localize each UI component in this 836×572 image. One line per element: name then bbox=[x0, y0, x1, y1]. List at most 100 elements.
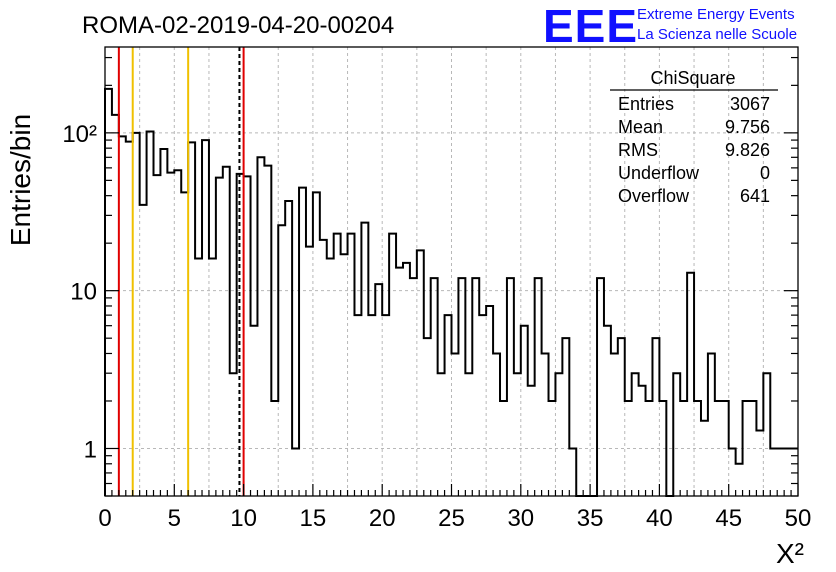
histogram-bin bbox=[112, 115, 119, 496]
histogram-bin bbox=[777, 448, 784, 496]
histogram-bin bbox=[160, 149, 167, 496]
histogram-bin bbox=[569, 448, 576, 496]
histogram-bin bbox=[264, 166, 271, 496]
histogram-bin bbox=[458, 278, 465, 496]
histogram-outline bbox=[104, 87, 798, 497]
histogram-bin bbox=[694, 401, 701, 496]
histogram-bin bbox=[715, 401, 722, 496]
histogram-bin bbox=[140, 205, 147, 496]
histogram-bin bbox=[604, 326, 611, 496]
histogram-bin bbox=[313, 192, 320, 496]
histogram-bin bbox=[424, 338, 431, 496]
histogram-bin bbox=[542, 353, 549, 496]
histogram-bin bbox=[479, 315, 486, 496]
histogram-bin bbox=[410, 278, 417, 496]
histogram-bin bbox=[133, 133, 140, 496]
histogram-bin bbox=[708, 353, 715, 496]
histogram-bin bbox=[195, 258, 202, 496]
histogram-bin bbox=[202, 140, 209, 496]
x-tick-label: 50 bbox=[785, 505, 812, 532]
x-tick-label: 45 bbox=[715, 505, 742, 532]
histogram-bin bbox=[348, 234, 355, 496]
histogram-bin bbox=[209, 258, 216, 496]
histogram-bin bbox=[680, 401, 687, 496]
x-tick-label: 15 bbox=[300, 505, 327, 532]
histogram-bin bbox=[105, 89, 112, 496]
histogram-bin bbox=[223, 167, 230, 496]
histogram-bin bbox=[493, 353, 500, 496]
histogram-bin bbox=[147, 132, 154, 496]
histogram-bin bbox=[181, 192, 188, 496]
histogram-bin bbox=[465, 373, 472, 496]
histogram-bin bbox=[486, 306, 493, 496]
histogram-bin bbox=[251, 326, 258, 496]
y-tick-label: 10² bbox=[62, 121, 97, 148]
x-tick-label: 40 bbox=[646, 505, 673, 532]
x-tick-label: 5 bbox=[168, 505, 181, 532]
histogram-bin bbox=[763, 373, 770, 496]
histogram-bin bbox=[673, 373, 680, 496]
histogram-bin bbox=[749, 401, 756, 496]
histogram-bin bbox=[500, 401, 507, 496]
histogram-bin bbox=[472, 278, 479, 496]
histogram-bin bbox=[299, 188, 306, 496]
x-tick-label: 0 bbox=[98, 505, 111, 532]
histogram-bin bbox=[722, 401, 729, 496]
histogram-bin bbox=[320, 240, 327, 496]
histogram-bin bbox=[646, 401, 653, 496]
histogram-bin bbox=[652, 338, 659, 496]
histogram-bin bbox=[549, 401, 556, 496]
histogram-bin bbox=[618, 338, 625, 496]
histogram-bin bbox=[784, 448, 791, 496]
histogram-bin bbox=[285, 201, 292, 496]
histogram-bin bbox=[597, 278, 604, 496]
stats-value: 9.826 bbox=[725, 140, 770, 160]
histogram-bin bbox=[639, 386, 646, 496]
histogram-bin bbox=[445, 315, 452, 496]
histogram-bin bbox=[292, 448, 299, 496]
org-line-2: La Scienza nelle Scuole bbox=[637, 26, 797, 43]
histogram-bin bbox=[555, 373, 562, 496]
histogram-bin bbox=[770, 448, 777, 496]
histogram-bin bbox=[230, 373, 237, 496]
stats-label: Entries bbox=[618, 94, 674, 114]
histogram-bin bbox=[119, 136, 126, 496]
run-title: ROMA-02-2019-04-20-00204 bbox=[82, 12, 394, 39]
histogram-bars bbox=[104, 87, 798, 497]
x-tick-label: 20 bbox=[369, 505, 396, 532]
histogram-bin bbox=[188, 142, 195, 496]
histogram-bin bbox=[417, 250, 424, 496]
histogram-bin bbox=[438, 373, 445, 496]
histogram-bin bbox=[507, 278, 514, 496]
histogram-bin bbox=[389, 234, 396, 496]
x-axis-label: X² bbox=[776, 538, 804, 569]
histogram-bin bbox=[729, 448, 736, 496]
histogram-bin bbox=[257, 157, 264, 496]
histogram-bin bbox=[334, 234, 341, 496]
x-tick-label: 35 bbox=[577, 505, 604, 532]
histogram-bin bbox=[611, 353, 618, 496]
histogram-bin bbox=[396, 268, 403, 496]
stats-label: Overflow bbox=[618, 186, 690, 206]
histogram-bin bbox=[341, 254, 348, 496]
histogram-bin bbox=[736, 464, 743, 496]
x-tick-label: 30 bbox=[507, 505, 534, 532]
axes bbox=[104, 46, 799, 497]
histogram-bin bbox=[521, 326, 528, 496]
y-tick-labels: 1 10 10² bbox=[62, 121, 97, 464]
histogram-bin bbox=[382, 315, 389, 496]
histogram-bin bbox=[632, 373, 639, 496]
x-tick-labels: 0 5 10 15 20 25 30 35 40 45 50 bbox=[98, 505, 811, 532]
histogram-bin bbox=[271, 401, 278, 496]
y-axis-label: Entries/bin bbox=[5, 114, 36, 246]
histogram-bin bbox=[535, 278, 542, 496]
histogram-bin bbox=[354, 315, 361, 496]
x-tick-label: 25 bbox=[438, 505, 465, 532]
org-line-1: Extreme Energy Events bbox=[637, 6, 795, 23]
histogram-bin bbox=[431, 278, 438, 496]
histogram-bin bbox=[756, 431, 763, 496]
histogram-bin bbox=[687, 273, 694, 496]
histogram-bin bbox=[278, 225, 285, 496]
grid-lines bbox=[105, 47, 798, 496]
